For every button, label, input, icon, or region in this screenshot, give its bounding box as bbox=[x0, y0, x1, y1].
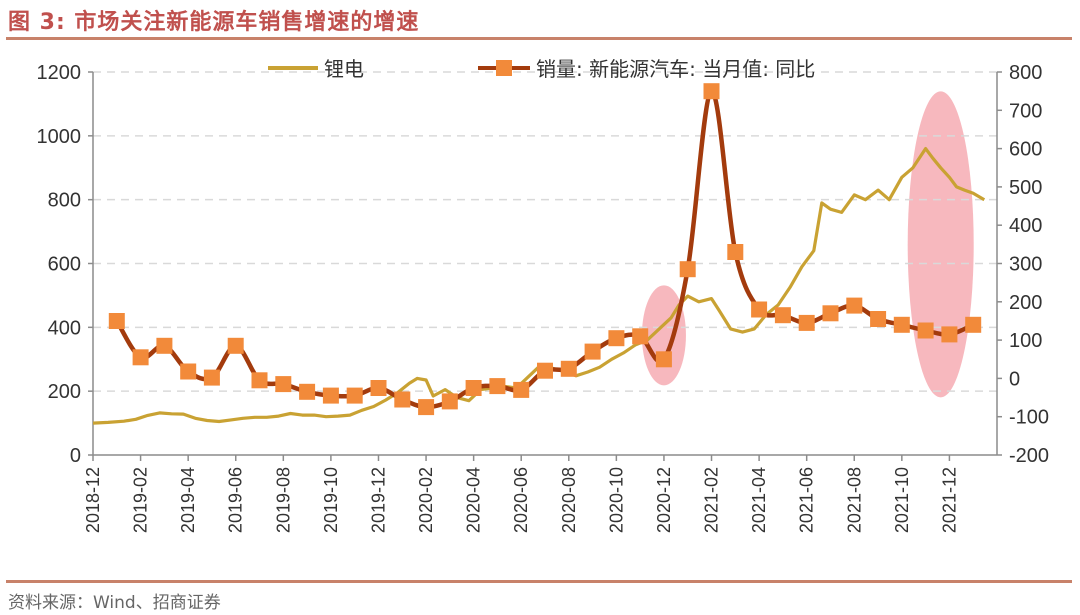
x-tick-label: 2019-10 bbox=[321, 467, 341, 533]
right-tick-label: -200 bbox=[1009, 445, 1049, 467]
sales-marker bbox=[132, 349, 149, 366]
sales-marker bbox=[108, 313, 125, 329]
x-tick-label: 2021-06 bbox=[797, 467, 817, 533]
sales-marker bbox=[584, 343, 601, 360]
sales-marker bbox=[798, 314, 815, 331]
sales-marker bbox=[180, 363, 197, 380]
sales-marker bbox=[703, 83, 720, 100]
sales-marker bbox=[346, 387, 363, 404]
x-tick-label: 2019-02 bbox=[131, 467, 151, 533]
sales-marker bbox=[822, 305, 839, 322]
sales-marker bbox=[727, 244, 744, 260]
right-tick-label: 300 bbox=[1009, 254, 1042, 276]
x-tick-label: 2019-12 bbox=[368, 467, 388, 533]
left-tick-label: 200 bbox=[48, 381, 81, 403]
right-axis-ticks: -200 -100 0 100 200 300 400 500 600 700 800 bbox=[997, 62, 1049, 467]
x-tick-label: 2020-06 bbox=[511, 467, 531, 533]
sales-marker bbox=[441, 393, 458, 410]
x-tick-label: 2021-12 bbox=[939, 467, 959, 533]
highlight-ellipse-2020-12 bbox=[641, 285, 686, 386]
sales-marker bbox=[965, 316, 982, 333]
x-tick-label: 2021-02 bbox=[702, 467, 722, 533]
x-tick-label: 2021-04 bbox=[749, 467, 769, 533]
sales-marker bbox=[941, 326, 958, 343]
x-tick-label: 2021-08 bbox=[844, 467, 864, 533]
x-tick-label: 2020-12 bbox=[654, 467, 674, 533]
x-axis-ticks: 2018-12 2019-02 2019-04 2019-06 2019-08 2019-… bbox=[83, 455, 959, 533]
right-tick-label: 100 bbox=[1009, 330, 1042, 352]
lithium-line bbox=[92, 147, 986, 425]
sales-line bbox=[114, 88, 975, 410]
legend-label-lithium: 锂电 bbox=[324, 57, 364, 81]
sales-marker bbox=[275, 376, 292, 393]
legend-swatch-sales-marker bbox=[496, 60, 512, 76]
legend: 锂电 销量: 新能源汽车: 当月值: 同比 bbox=[268, 57, 815, 81]
x-tick-label: 2019-08 bbox=[273, 467, 293, 533]
left-tick-label: 1000 bbox=[37, 126, 82, 148]
x-tick-label: 2020-02 bbox=[416, 467, 436, 533]
x-tick-label: 2020-10 bbox=[606, 467, 626, 533]
sales-marker bbox=[322, 387, 339, 404]
left-axis-ticks: 0 200 400 600 800 1000 1200 bbox=[37, 62, 93, 467]
gridlines bbox=[93, 71, 997, 392]
right-tick-label: 0 bbox=[1009, 368, 1020, 390]
x-tick-label: 2020-08 bbox=[559, 467, 579, 533]
sales-marker bbox=[251, 372, 268, 389]
right-tick-label: 200 bbox=[1009, 292, 1042, 314]
sales-marker bbox=[489, 378, 506, 395]
x-tick-label: 2021-10 bbox=[892, 467, 912, 533]
left-tick-label: 0 bbox=[70, 445, 81, 467]
highlight-ellipse-2021-11 bbox=[907, 91, 974, 398]
right-tick-label: -100 bbox=[1009, 407, 1049, 429]
sales-marker bbox=[679, 261, 696, 278]
right-tick-label: 500 bbox=[1009, 177, 1042, 199]
sales-marker bbox=[513, 381, 530, 398]
dual-axis-line-chart: 0 200 400 600 800 1000 1200 -200 -100 0 100 200 300… bbox=[37, 57, 1050, 533]
sales-marker bbox=[299, 383, 316, 400]
sales-marker bbox=[655, 351, 672, 368]
sales-marker bbox=[227, 337, 244, 354]
top-rule bbox=[6, 37, 1072, 40]
left-tick-label: 1200 bbox=[37, 62, 82, 84]
series-lithium bbox=[92, 147, 986, 425]
sales-marker bbox=[917, 322, 934, 339]
sales-marker bbox=[560, 360, 577, 377]
sales-marker bbox=[608, 330, 625, 347]
sales-marker bbox=[465, 380, 482, 396]
sales-marker bbox=[774, 307, 791, 324]
sales-marker bbox=[537, 362, 553, 379]
left-tick-label: 600 bbox=[48, 254, 81, 276]
right-tick-label: 400 bbox=[1009, 215, 1042, 237]
sales-marker bbox=[370, 380, 387, 396]
x-tick-label: 2020-04 bbox=[464, 467, 484, 533]
x-tick-label: 2019-04 bbox=[178, 467, 198, 533]
left-tick-label: 400 bbox=[48, 317, 81, 339]
x-tick-label: 2019-06 bbox=[226, 467, 246, 533]
sales-marker bbox=[870, 311, 887, 327]
bottom-rule bbox=[6, 580, 1072, 583]
sales-marker bbox=[846, 297, 863, 314]
sales-marker bbox=[156, 337, 173, 354]
sales-marker bbox=[394, 391, 411, 408]
source-note: 资料来源：Wind、招商证券 bbox=[8, 593, 221, 613]
sales-marker bbox=[632, 328, 649, 345]
legend-label-sales: 销量: 新能源汽车: 当月值: 同比 bbox=[536, 57, 815, 81]
sales-marker bbox=[203, 369, 220, 386]
sales-marker bbox=[751, 301, 768, 318]
right-tick-label: 800 bbox=[1009, 62, 1042, 84]
series-sales bbox=[108, 83, 982, 416]
right-tick-label: 700 bbox=[1009, 100, 1042, 122]
figure-title: 图 3: 市场关注新能源车销售增速的增速 bbox=[8, 10, 420, 35]
x-tick-label: 2018-12 bbox=[83, 467, 103, 533]
sales-marker bbox=[418, 399, 435, 416]
sales-marker bbox=[893, 316, 910, 333]
right-tick-label: 600 bbox=[1009, 139, 1042, 161]
left-tick-label: 800 bbox=[48, 190, 81, 212]
